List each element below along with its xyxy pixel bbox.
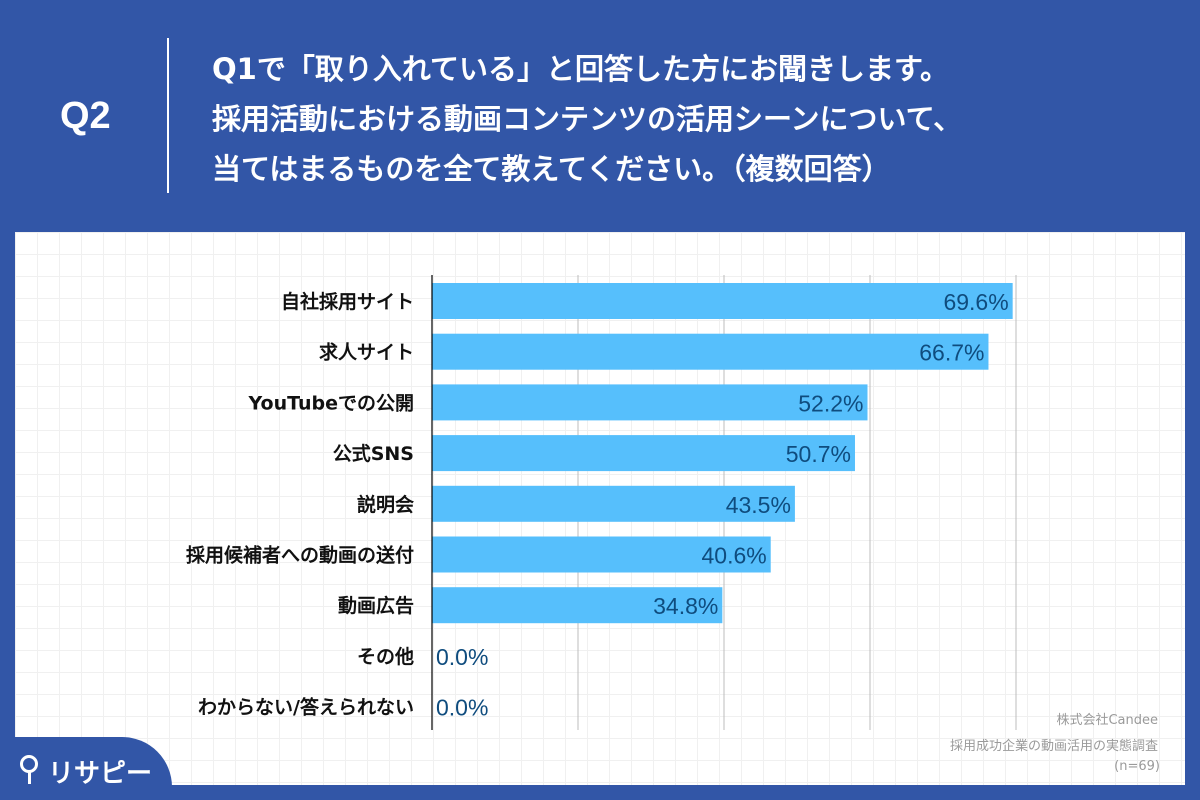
question-number: Q2 bbox=[60, 95, 111, 137]
bar bbox=[432, 485, 795, 522]
data-label: 50.7% bbox=[786, 441, 851, 467]
category-label: 動画広告 bbox=[338, 594, 414, 617]
pin-icon bbox=[20, 755, 38, 784]
bar bbox=[432, 587, 723, 624]
category-label: 採用候補者への動画の送付 bbox=[186, 544, 414, 567]
bar bbox=[432, 283, 1013, 319]
bar bbox=[432, 435, 855, 472]
data-label: 0.0% bbox=[436, 644, 488, 670]
logo-text: リサピー bbox=[48, 759, 153, 789]
category-label: その他 bbox=[357, 645, 414, 668]
data-label: 0.0% bbox=[436, 695, 488, 721]
bar bbox=[432, 384, 868, 421]
category-label: わからない/答えられない bbox=[198, 696, 414, 719]
category-label: YouTubeでの公開 bbox=[248, 392, 414, 414]
credit-sample: (n=69) bbox=[1114, 759, 1160, 774]
credit-survey: 採用成功企業の動画活用の実態調査 bbox=[949, 739, 1158, 754]
category-label: 自社採用サイト bbox=[281, 290, 414, 313]
data-label: 52.2% bbox=[798, 390, 863, 416]
data-label: 43.5% bbox=[726, 492, 791, 518]
category-label: 求人サイト bbox=[319, 341, 414, 364]
credit-company: 株式会社Candee bbox=[1056, 713, 1158, 728]
category-label: 公式SNS bbox=[333, 442, 414, 465]
bar bbox=[432, 333, 989, 370]
risapi-logo: リサピー bbox=[0, 737, 172, 800]
data-label: 34.8% bbox=[653, 593, 718, 619]
data-label: 66.7% bbox=[919, 340, 984, 366]
title-line: 当てはまるものを全て教えてください。（複数回答） bbox=[212, 152, 891, 186]
data-label: 40.6% bbox=[702, 543, 767, 569]
header-divider bbox=[167, 38, 169, 193]
data-label: 69.6% bbox=[943, 289, 1008, 315]
title-line: Q1で「取り入れている」と回答した方にお聞きします。 bbox=[212, 52, 950, 86]
question-title: Q1で「取り入れている」と回答した方にお聞きします。 採用活動における動画コンテ… bbox=[212, 44, 1172, 194]
title-line: 採用活動における動画コンテンツの活用シーンについて、 bbox=[212, 102, 963, 136]
category-label: 説明会 bbox=[357, 493, 414, 516]
bar bbox=[432, 536, 771, 573]
